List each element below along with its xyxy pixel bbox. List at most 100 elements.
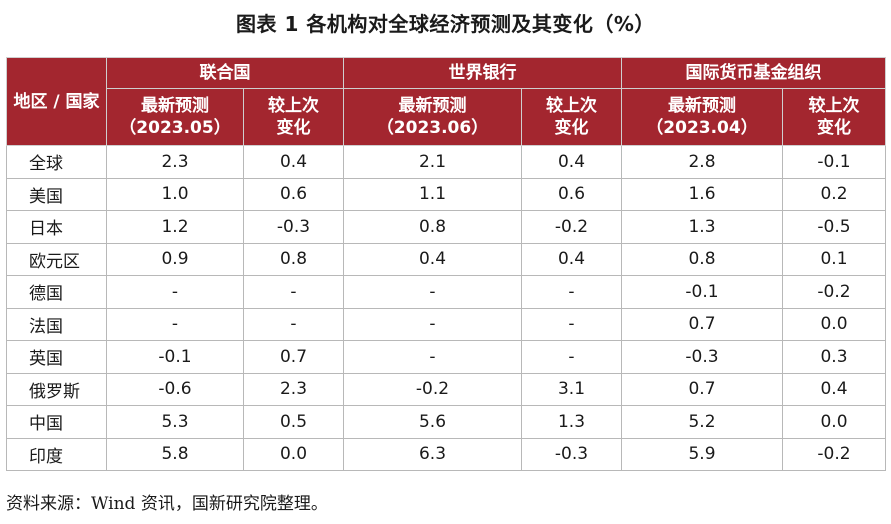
header-sub-line2: 变化 — [276, 118, 311, 138]
table-cell: -0.2 — [343, 372, 522, 406]
header-sub-line1: 最新预测 — [141, 96, 209, 116]
table-cell: 0.4 — [782, 372, 886, 406]
row-region-name: 美国 — [6, 177, 107, 211]
table-cell: 5.9 — [621, 437, 783, 471]
table-cell: - — [521, 275, 622, 309]
table-cell: - — [521, 340, 622, 374]
header-sub-line2: 变化 — [554, 118, 589, 138]
table-cell: -0.2 — [782, 275, 886, 309]
table-cell: 2.1 — [343, 145, 522, 179]
row-region-name: 俄罗斯 — [6, 372, 107, 406]
table-cell: 0.7 — [243, 340, 344, 374]
table-cell: 0.0 — [782, 405, 886, 439]
table-cell: -0.2 — [782, 437, 886, 471]
table-cell: 0.9 — [106, 242, 244, 276]
header-sub-line1: 最新预测 — [398, 96, 467, 116]
table-cell: 1.3 — [621, 210, 783, 244]
header-sub-imf-forecast: 最新预测 （2023.04） — [621, 88, 783, 146]
table-cell: 0.8 — [621, 242, 783, 276]
table-cell: 0.4 — [521, 145, 622, 179]
header-group-un: 联合国 — [106, 57, 344, 89]
table-cell: 0.4 — [243, 145, 344, 179]
page-title: 图表 1 各机构对全球经济预测及其变化（%） — [236, 12, 655, 36]
table-cell: 0.2 — [782, 177, 886, 211]
table-row: 美国 1.0 0.6 1.1 0.6 1.6 0.2 — [6, 177, 886, 211]
table-cell: - — [343, 275, 522, 309]
table-row: 日本 1.2 -0.3 0.8 -0.2 1.3 -0.5 — [6, 210, 886, 244]
header-group-imf: 国际货币基金组织 — [621, 57, 886, 89]
header-sub-line1: 较上次 — [808, 96, 860, 116]
header-sub-line1: 最新预测 — [668, 96, 736, 116]
header-sub-line2: （2023.05） — [119, 118, 231, 138]
header-sub-un-forecast: 最新预测 （2023.05） — [106, 88, 244, 146]
header-region: 地区 / 国家 — [6, 57, 107, 146]
table-cell: - — [343, 307, 522, 341]
row-region-name: 中国 — [6, 405, 107, 439]
table-cell: - — [343, 340, 522, 374]
table-cell: 0.1 — [782, 242, 886, 276]
header-sub-line2: 变化 — [817, 118, 851, 138]
table-row: 欧元区 0.9 0.8 0.4 0.4 0.8 0.1 — [6, 242, 886, 276]
table-cell: - — [106, 307, 244, 341]
table-cell: 1.2 — [106, 210, 244, 244]
table-row: 全球 2.3 0.4 2.1 0.4 2.8 -0.1 — [6, 145, 886, 179]
table-cell: 5.2 — [621, 405, 783, 439]
row-region-name: 全球 — [6, 145, 107, 179]
table-cell: 2.8 — [621, 145, 783, 179]
table-cell: - — [521, 307, 622, 341]
table-cell: 0.4 — [343, 242, 522, 276]
row-region-name: 日本 — [6, 210, 107, 244]
table-cell: 0.6 — [243, 177, 344, 211]
table-cell: 0.3 — [782, 340, 886, 374]
header-sub-wb-forecast: 最新预测 （2023.06） — [343, 88, 522, 146]
table-cell: -0.5 — [782, 210, 886, 244]
table-cell: 5.6 — [343, 405, 522, 439]
table-cell: 0.6 — [521, 177, 622, 211]
header-sub-un-change: 较上次 变化 — [243, 88, 344, 146]
table-cell: 2.3 — [243, 372, 344, 406]
table-cell: 3.1 — [521, 372, 622, 406]
header-group-worldbank: 世界银行 — [343, 57, 622, 89]
row-region-name: 法国 — [6, 307, 107, 341]
row-region-name: 印度 — [6, 437, 107, 471]
table-cell: - — [243, 307, 344, 341]
header-sub-line2: （2023.06） — [376, 118, 489, 138]
table-cell: 0.0 — [782, 307, 886, 341]
table-cell: -0.1 — [621, 275, 783, 309]
table-cell: 5.3 — [106, 405, 244, 439]
table-row: 英国 -0.1 0.7 - - -0.3 0.3 — [6, 340, 886, 374]
table-cell: 0.8 — [343, 210, 522, 244]
table-cell: 1.0 — [106, 177, 244, 211]
table-cell: -0.1 — [106, 340, 244, 374]
table-cell: - — [106, 275, 244, 309]
header-sub-wb-change: 较上次 变化 — [521, 88, 622, 146]
table-cell: 0.7 — [621, 372, 783, 406]
row-region-name: 德国 — [6, 275, 107, 309]
table-cell: -0.2 — [521, 210, 622, 244]
table-cell: 0.7 — [621, 307, 783, 341]
table-cell: 0.8 — [243, 242, 344, 276]
row-region-name: 英国 — [6, 340, 107, 374]
table-cell: -0.1 — [782, 145, 886, 179]
forecast-table: 地区 / 国家 联合国 世界银行 国际货币基金组织 最新预测 （2023.05）… — [6, 57, 886, 471]
table-cell: 0.0 — [243, 437, 344, 471]
table-cell: -0.3 — [243, 210, 344, 244]
table-cell: 5.8 — [106, 437, 244, 471]
forecast-table-container: 地区 / 国家 联合国 世界银行 国际货币基金组织 最新预测 （2023.05）… — [6, 57, 886, 471]
header-sub-line1: 较上次 — [546, 96, 597, 116]
table-cell: 0.5 — [243, 405, 344, 439]
table-cell: 6.3 — [343, 437, 522, 471]
header-region-label: 地区 / 国家 — [13, 91, 100, 112]
table-row: 中国 5.3 0.5 5.6 1.3 5.2 0.0 — [6, 405, 886, 439]
table-row: 俄罗斯 -0.6 2.3 -0.2 3.1 0.7 0.4 — [6, 372, 886, 406]
table-cell: 0.4 — [521, 242, 622, 276]
table-cell: - — [243, 275, 344, 309]
header-sub-line2: （2023.04） — [646, 118, 758, 138]
table-cell: -0.3 — [621, 340, 783, 374]
header-sub-line1: 较上次 — [268, 96, 319, 116]
row-region-name: 欧元区 — [6, 242, 107, 276]
table-cell: -0.6 — [106, 372, 244, 406]
table-cell: 1.3 — [521, 405, 622, 439]
header-sub-imf-change: 较上次 变化 — [782, 88, 886, 146]
table-row: 法国 - - - - 0.7 0.0 — [6, 307, 886, 341]
